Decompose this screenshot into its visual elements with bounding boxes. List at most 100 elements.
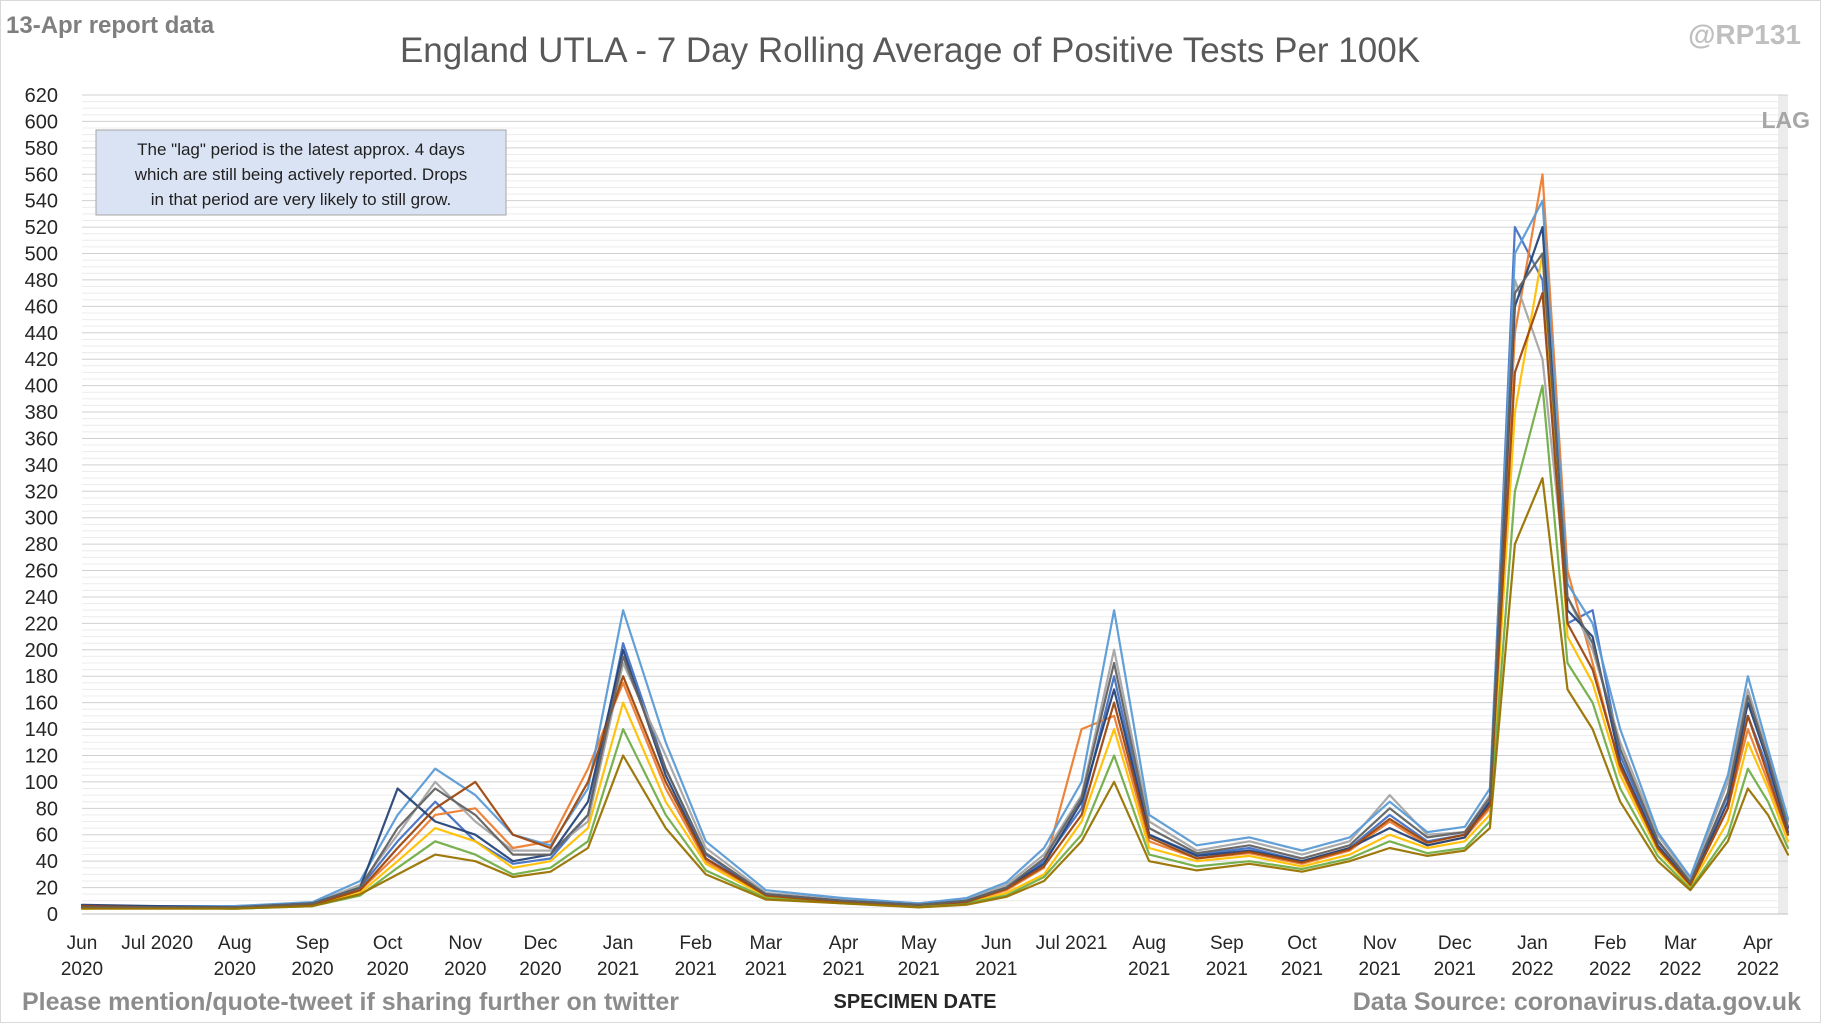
y-tick-label: 180 [25,666,58,688]
y-tick-label: 0 [47,904,58,926]
x-tick-year-label: 2021 [1434,959,1476,980]
x-tick-label: Oct [1287,933,1317,954]
y-tick-label: 480 [25,270,58,292]
x-tick-label: Mar [750,933,783,954]
share-note: Please mention/quote-tweet if sharing fu… [22,988,679,1016]
x-tick-label: Feb [679,933,712,954]
x-tick-year-label: 2021 [1128,959,1170,980]
y-tick-label: 600 [25,111,58,133]
x-tick-year-label: 2021 [898,959,940,980]
x-tick-label: Dec [1438,933,1472,954]
x-tick-label: Apr [829,933,859,954]
y-tick-label: 580 [25,138,58,160]
y-tick-label: 200 [25,640,58,662]
y-tick-label: 620 [25,85,58,107]
x-tick-year-label: 2021 [745,959,787,980]
x-tick-year-label: 2020 [519,959,561,980]
x-tick-label: Aug [1132,933,1166,954]
x-tick-label: May [901,933,937,954]
chart-title: England UTLA - 7 Day Rolling Average of … [400,31,1420,70]
x-tick-year-label: 2021 [1281,959,1323,980]
y-tick-label: 320 [25,481,58,503]
author-handle: @RP131 [1688,19,1801,50]
y-tick-label: 100 [25,772,58,794]
x-tick-label: Sep [296,933,330,954]
x-tick-label: Feb [1594,933,1627,954]
y-tick-label: 360 [25,428,58,450]
x-tick-year-label: 2020 [444,959,486,980]
x-tick-year-label: 2022 [1737,959,1779,980]
series-line [80,199,1790,908]
series-line [80,278,1790,909]
series-line [80,252,1790,910]
x-tick-year-label: 2021 [1206,959,1248,980]
x-tick-year-label: 2021 [822,959,864,980]
x-tick-label: Aug [218,933,252,954]
x-tick-year-label: 2020 [61,959,103,980]
y-tick-label: 300 [25,508,58,530]
x-tick-label: Sep [1210,933,1244,954]
gridlines [82,94,1788,915]
x-tick-label: Oct [373,933,403,954]
y-tick-label: 260 [25,561,58,583]
x-tick-year-label: 2021 [975,959,1017,980]
y-tick-label: 380 [25,402,58,424]
lag-annotation-line-1: The "lag" period is the latest approx. 4… [137,140,465,159]
y-tick-label: 520 [25,217,58,239]
x-tick-label: Jan [1517,933,1548,954]
y-tick-label: 460 [25,296,58,318]
y-tick-label: 140 [25,719,58,741]
series-line [80,292,1790,909]
y-tick-label: 340 [25,455,58,477]
x-axis-tick-labels: Jun 2020 Jul 2020 Aug 2020 Sep 2020 Oct 2020 Nov 2… [61,933,1779,980]
y-tick-label: 420 [25,349,58,371]
x-tick-label: Jun [67,933,98,954]
x-tick-year-label: 2022 [1659,959,1701,980]
lag-annotation-box [95,129,507,216]
x-tick-label: Jun [981,933,1012,954]
x-tick-year-label: 2020 [214,959,256,980]
x-tick-year-label: 2020 [291,959,333,980]
x-tick-year-label: 2021 [1359,959,1401,980]
x-tick-label: Nov [448,933,482,954]
y-tick-label: 160 [25,693,58,715]
x-axis-title: SPECIMEN DATE [834,991,997,1013]
y-tick-label: 540 [25,191,58,213]
y-tick-label: 400 [25,376,58,398]
y-tick-label: 240 [25,587,58,609]
series-line [80,477,1790,910]
y-tick-label: 120 [25,745,58,767]
data-source: Data Source: coronavirus.data.gov.uk [1353,988,1801,1016]
x-tick-label: Dec [524,933,558,954]
y-tick-label: 440 [25,323,58,345]
y-axis-tick-labels: 0 20 40 60 80 100 120 140 160 180 200 220 240 260 280 3… [25,85,58,926]
y-tick-label: 60 [36,825,58,847]
series-lines [80,173,1790,910]
y-tick-label: 560 [25,164,58,186]
lag-label: LAG [1761,107,1810,133]
x-tick-year-label: 2020 [366,959,408,980]
y-tick-label: 40 [36,851,58,873]
x-tick-label: Jan [603,933,634,954]
y-tick-label: 500 [25,244,58,266]
y-tick-label: 20 [36,878,58,900]
x-tick-year-label: 2022 [1511,959,1553,980]
series-line [80,252,1790,909]
y-tick-label: 280 [25,534,58,556]
x-tick-year-label: 2022 [1589,959,1631,980]
x-tick-label: Jul 2021 [1036,933,1108,954]
x-tick-label: Nov [1363,933,1397,954]
lag-annotation-line-2: which are still being actively reported.… [134,165,468,184]
x-tick-label: Mar [1664,933,1697,954]
series-line [80,384,1790,910]
report-date-label: 13-Apr report data [6,12,215,39]
y-tick-label: 220 [25,613,58,635]
x-tick-year-label: 2021 [675,959,717,980]
x-tick-year-label: 2021 [597,959,639,980]
x-tick-label: Apr [1743,933,1773,954]
lag-annotation-line-3: in that period are very likely to still … [151,190,451,209]
y-tick-label: 80 [36,798,58,820]
x-tick-label: Jul 2020 [121,933,193,954]
